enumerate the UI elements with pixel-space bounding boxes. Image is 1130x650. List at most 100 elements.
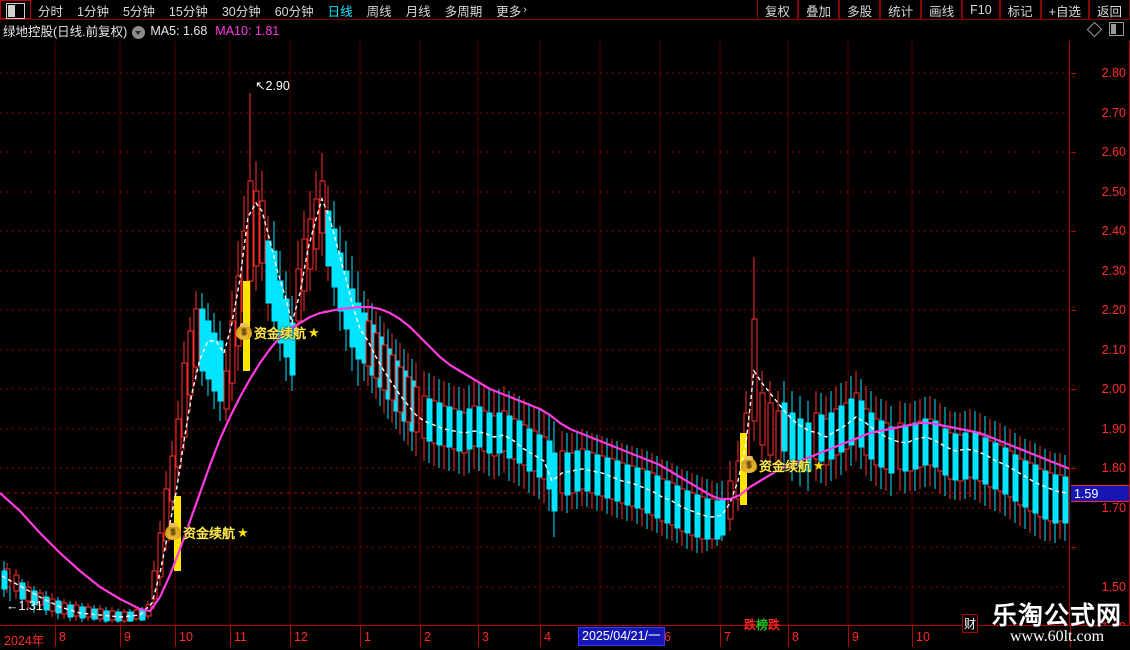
price-chart[interactable]: ↖2.90 ←1.31 资金续航 ★ 资金续航 ★ 资金续航 ★	[0, 41, 1070, 625]
signal-label: 资金续航	[183, 526, 236, 541]
date-tick-label: 2	[424, 630, 431, 644]
price-tick-label: 2.70	[1101, 106, 1126, 120]
bottom-marker-die2[interactable]: 跌	[768, 618, 781, 632]
star-icon: ★	[237, 524, 249, 540]
low-price-value: 1.31	[18, 599, 43, 613]
tab-15min[interactable]: 15分钟	[162, 0, 215, 20]
tab-more[interactable]: 更多 ›	[489, 0, 534, 20]
bottom-marker-die[interactable]: 跌	[744, 618, 757, 632]
tab-label: 30分钟	[221, 4, 261, 19]
money-bag-icon	[165, 523, 181, 540]
button-label: 多股	[847, 4, 873, 19]
info-right-icons	[1086, 21, 1124, 37]
date-axis[interactable]: 2024年 8 9 10 11 12 1 2 3 4 6 7 8 9 10 20…	[0, 625, 1130, 650]
bottom-marker-cai[interactable]: 财	[962, 614, 979, 633]
chevron-down-circle-icon[interactable]	[132, 26, 146, 39]
tab-label: 月线	[405, 4, 431, 19]
f10-button[interactable]: F10	[962, 0, 1000, 20]
button-label: 统计	[888, 4, 914, 19]
price-axis[interactable]: 2.80 2.70 2.60 2.50 2.40 2.30 2.20 2.10 …	[1071, 41, 1130, 634]
price-tick-label: 1.90	[1101, 422, 1126, 436]
tab-multi-period[interactable]: 多周期	[438, 0, 490, 20]
back-button[interactable]: 返回	[1088, 0, 1130, 20]
date-tick-label: 10	[916, 630, 930, 644]
date-tick-label: 8	[59, 630, 66, 644]
star-icon: ★	[308, 324, 320, 340]
tab-daily[interactable]: 日线	[321, 0, 360, 20]
low-arrow-icon: ←	[6, 599, 19, 613]
price-tick-label: 2.10	[1101, 343, 1126, 357]
button-label: 画线	[929, 4, 955, 19]
overlay-button[interactable]: 叠加	[798, 0, 840, 20]
add-watchlist-button[interactable]: +自选	[1040, 0, 1089, 20]
star-icon: ★	[813, 457, 825, 473]
mark-button[interactable]: 标记	[999, 0, 1041, 20]
tab-30min[interactable]: 30分钟	[215, 0, 268, 20]
price-tick-label: 1.50	[1101, 580, 1126, 594]
date-tick-label: 6	[664, 630, 671, 644]
tab-label: 日线	[327, 4, 353, 19]
tab-label: 1分钟	[77, 4, 109, 19]
tab-fenshi[interactable]: 分时	[31, 0, 70, 20]
bottom-marker-bang[interactable]: 榜	[756, 618, 769, 632]
date-tick-label: 9	[124, 630, 131, 644]
date-tick-label: 7	[724, 630, 731, 644]
tab-label: 60分钟	[274, 4, 314, 19]
price-tick-label: 2.40	[1101, 224, 1126, 238]
statistics-button[interactable]: 统计	[880, 0, 922, 20]
price-tick-label: 2.20	[1101, 303, 1126, 317]
button-label: F10	[970, 3, 992, 17]
money-bag-icon	[741, 456, 757, 473]
button-label: +自选	[1048, 4, 1081, 19]
chevron-right-icon: ›	[523, 4, 527, 16]
selected-date-badge: 2025/04/21/一	[578, 627, 665, 646]
signal-label: 资金续航	[759, 459, 812, 474]
date-tick-label: 10	[179, 630, 193, 644]
button-label: 复权	[765, 4, 791, 19]
tab-1min[interactable]: 1分钟	[70, 0, 116, 20]
tab-60min[interactable]: 60分钟	[268, 0, 321, 20]
tab-label: 5分钟	[122, 4, 155, 19]
layout-panel-button[interactable]	[0, 0, 31, 19]
price-tick-label: 1.70	[1101, 501, 1126, 515]
button-label: 返回	[1096, 4, 1122, 19]
ma5-readout: MA5: 1.68	[150, 23, 208, 38]
candles	[1, 93, 1069, 623]
tab-label: 更多	[496, 4, 522, 19]
diamond-icon[interactable]	[1086, 21, 1103, 37]
current-price-badge: 1.59	[1071, 485, 1130, 502]
date-tick-label: 1	[364, 630, 371, 644]
signal-marker[interactable]: 资金续航 ★	[165, 523, 249, 542]
multi-stock-button[interactable]: 多股	[839, 0, 881, 20]
signal-label: 资金续航	[254, 326, 307, 341]
signal-marker[interactable]: 资金续航 ★	[236, 323, 320, 342]
date-tick-label: 9	[852, 630, 859, 644]
tab-label: 15分钟	[168, 4, 208, 19]
date-tick-label: 11	[234, 630, 247, 644]
button-label: 叠加	[806, 4, 832, 19]
tab-5min[interactable]: 5分钟	[116, 0, 162, 20]
ma5-line	[1, 196, 1067, 618]
signal-marker[interactable]: 资金续航 ★	[741, 456, 825, 475]
button-label: 标记	[1007, 4, 1033, 19]
money-bag-icon	[236, 323, 252, 340]
price-tick-label: 1.80	[1101, 461, 1126, 475]
ma10-readout: MA10: 1.81	[215, 23, 280, 38]
page-title: 绿地控股(日线.前复权)	[3, 25, 128, 39]
date-tick-label: 4	[544, 630, 551, 644]
tab-weekly[interactable]: 周线	[360, 0, 399, 20]
date-tick-label: 3	[482, 630, 489, 644]
price-tick-label: 2.00	[1101, 382, 1126, 396]
draw-line-button[interactable]: 画线	[921, 0, 963, 20]
ma10-line	[0, 305, 1069, 613]
fuquan-button[interactable]: 复权	[757, 0, 799, 20]
high-price-value: 2.90	[265, 79, 290, 93]
price-tick-label: 2.50	[1101, 185, 1126, 199]
panel-icon[interactable]	[1109, 22, 1124, 36]
price-tick-label: 2.30	[1101, 264, 1126, 278]
low-price-annotation: ←1.31	[6, 599, 43, 613]
date-tick-label: 8	[792, 630, 799, 644]
tab-monthly[interactable]: 月线	[399, 0, 438, 20]
tab-label: 周线	[366, 4, 392, 19]
